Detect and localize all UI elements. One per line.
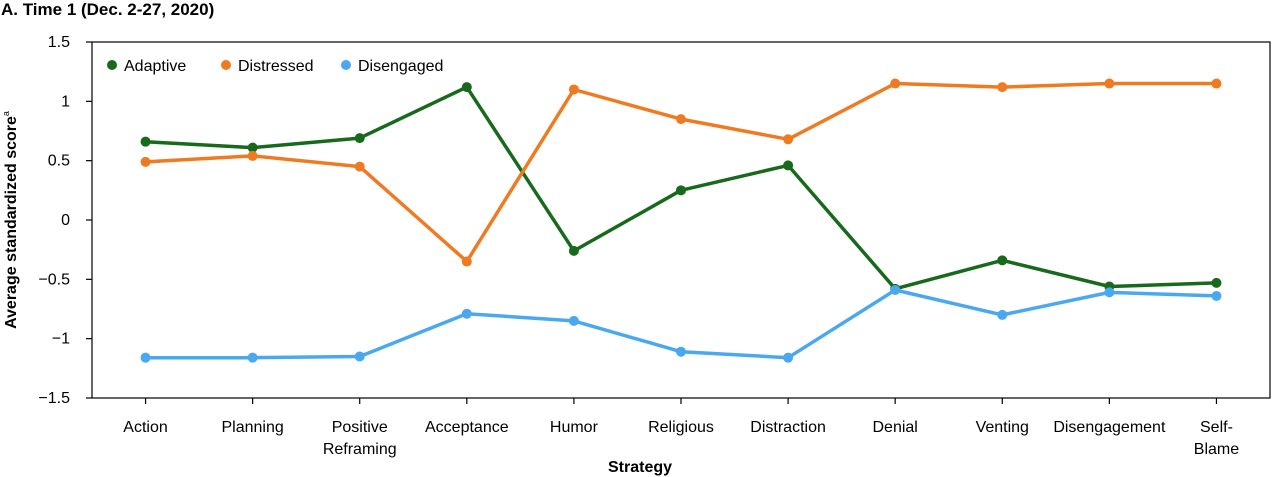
- data-point-disengaged: [676, 346, 686, 357]
- data-point-disengaged: [890, 285, 901, 296]
- x-axis-title: Strategy: [608, 459, 672, 476]
- y-tick-label: 0: [61, 212, 70, 229]
- data-point-disengaged: [783, 352, 794, 363]
- data-point-distressed: [1211, 78, 1222, 89]
- data-point-adaptive: [1211, 277, 1222, 288]
- data-point-distressed: [461, 256, 472, 267]
- legend-marker-disengaged: [341, 60, 351, 70]
- data-point-adaptive: [461, 82, 472, 93]
- legend-label-adaptive: Adaptive: [124, 58, 186, 75]
- x-tick-label: Humor: [550, 419, 599, 436]
- data-point-adaptive: [247, 142, 258, 153]
- data-point-distressed: [140, 156, 151, 167]
- data-point-adaptive: [997, 255, 1008, 266]
- data-point-disengaged: [140, 352, 151, 363]
- data-point-distressed: [1104, 78, 1115, 89]
- y-tick-label: −1: [52, 331, 70, 348]
- y-tick-label: 0.5: [48, 153, 70, 170]
- y-axis-title-superscript: a: [1, 111, 11, 116]
- legend-label-distressed: Distressed: [238, 58, 314, 75]
- x-tick-label: Denial: [873, 419, 918, 436]
- data-point-disengaged: [568, 315, 579, 326]
- data-point-distressed: [890, 78, 901, 89]
- x-tick-label: Self-: [1200, 419, 1233, 436]
- x-tick-label: Action: [123, 419, 167, 436]
- data-point-disengaged: [461, 308, 472, 319]
- y-axis-title-text: Average standardized score: [3, 116, 20, 329]
- legend: Adaptive Distressed Disengaged: [107, 58, 443, 75]
- y-tick-label: −1.5: [38, 390, 70, 407]
- data-point-distressed: [247, 150, 258, 161]
- data-point-disengaged: [354, 351, 365, 362]
- y-tick-label: 1.5: [48, 34, 70, 51]
- x-tick-label: Blame: [1194, 441, 1239, 458]
- data-point-adaptive: [354, 133, 365, 144]
- series-line-distressed: [143, 81, 1219, 264]
- y-tick-label: 1: [61, 93, 70, 110]
- data-point-disengaged: [1104, 287, 1115, 298]
- data-point-disengaged: [247, 352, 258, 363]
- x-tick-label: Reframing: [323, 441, 397, 458]
- y-axis-title: Average standardized scorea: [1, 111, 20, 329]
- data-point-distressed: [676, 114, 686, 125]
- data-point-disengaged: [997, 309, 1008, 320]
- data-point-adaptive: [568, 245, 579, 256]
- x-tick-label: Acceptance: [425, 419, 509, 436]
- x-tick-label: Distraction: [750, 419, 826, 436]
- data-point-distressed: [783, 134, 794, 145]
- y-axis: 1.5 1 0.5 0 −0.5 −1 −1.5: [38, 34, 92, 407]
- x-axis: Action Planning Positive Reframing Acceptanc…: [123, 398, 1239, 458]
- y-tick-label: −0.5: [38, 271, 70, 288]
- chart-title: A. Time 1 (Dec. 2-27, 2020): [1, 0, 214, 19]
- plot-frame: [91, 41, 1271, 399]
- x-tick-label: Planning: [221, 419, 283, 436]
- data-point-adaptive: [676, 185, 686, 196]
- data-point-adaptive: [140, 136, 151, 147]
- data-point-disengaged: [1211, 290, 1222, 301]
- legend-marker-adaptive: [107, 60, 117, 70]
- x-tick-label: Positive: [332, 419, 388, 436]
- legend-label-disengaged: Disengaged: [358, 58, 443, 75]
- x-tick-label: Venting: [976, 419, 1029, 436]
- legend-marker-distressed: [221, 60, 231, 70]
- data-point-adaptive: [783, 160, 794, 171]
- x-tick-label: Religious: [648, 419, 714, 436]
- data-point-distressed: [997, 82, 1008, 93]
- series-group: [140, 78, 1222, 363]
- x-tick-label: Disengagement: [1053, 419, 1166, 436]
- data-point-distressed: [354, 161, 365, 172]
- data-point-distressed: [568, 84, 579, 95]
